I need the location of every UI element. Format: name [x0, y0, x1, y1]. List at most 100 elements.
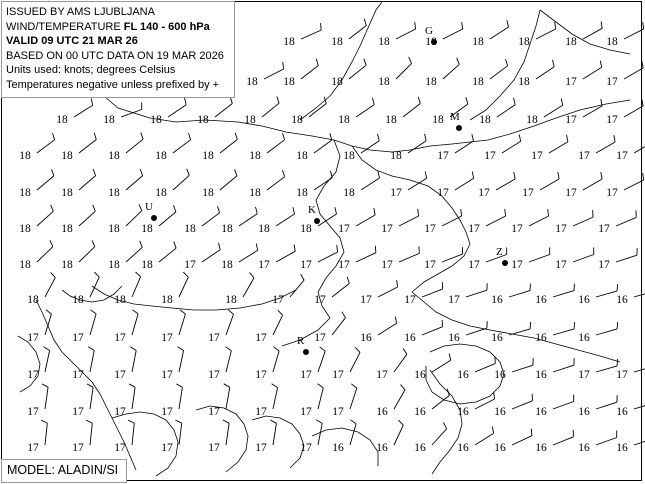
- barb-shaft: [623, 105, 644, 118]
- temperature-label: 18: [258, 223, 270, 235]
- barb-shaft: [348, 25, 367, 40]
- map-path-coast-inner: [91, 285, 297, 311]
- city-dot-icon: [502, 260, 508, 266]
- wind-barb: [595, 358, 619, 373]
- barb-half-feather: [350, 419, 357, 425]
- wind-barb: [349, 419, 357, 446]
- wind-barb: [36, 204, 54, 227]
- wind-barb: [511, 393, 533, 410]
- barb-half-feather: [374, 245, 377, 253]
- wind-barb: [474, 356, 496, 373]
- wind-barb: [89, 271, 100, 298]
- barb-shaft: [377, 286, 398, 298]
- wind-barb: [489, 58, 509, 80]
- barb-shaft: [548, 141, 569, 154]
- wind-barb: [219, 132, 238, 154]
- wind-barb: [501, 134, 522, 154]
- wind-barb: [177, 346, 185, 373]
- wind-barb: [78, 240, 96, 263]
- barb-shaft: [398, 215, 419, 227]
- temperature-label: 16: [535, 406, 547, 418]
- barb-half-feather: [424, 171, 428, 179]
- temperature-label: 18: [184, 223, 196, 235]
- barb-half-feather: [282, 169, 286, 177]
- barb-half-feather: [446, 388, 450, 396]
- barb-shaft: [595, 365, 618, 373]
- barb-shaft: [44, 313, 52, 336]
- wind-barb: [465, 283, 488, 298]
- barb-shaft: [89, 313, 97, 336]
- barb-half-feather: [372, 97, 375, 105]
- barb-half-feather: [600, 21, 603, 29]
- barb-shaft: [78, 139, 97, 154]
- temperature-label: 18: [291, 114, 303, 126]
- barb-shaft: [349, 352, 361, 373]
- temperature-label: 17: [381, 223, 393, 235]
- temperature-label: 17: [314, 294, 326, 306]
- temperature-label: 18: [390, 150, 402, 162]
- city-label: K: [308, 204, 316, 216]
- barb-shaft: [125, 138, 144, 154]
- wind-barb: [313, 170, 333, 191]
- barb-shaft: [125, 210, 143, 227]
- wind-barb: [219, 169, 238, 191]
- barb-half-feather: [373, 208, 376, 216]
- barb-shaft: [407, 177, 427, 191]
- barb-half-feather: [641, 61, 644, 69]
- barb-shaft: [552, 290, 575, 298]
- barb-half-feather: [329, 133, 333, 141]
- wind-barb: [348, 18, 367, 40]
- barb-half-feather: [396, 280, 399, 288]
- barb-shaft: [393, 389, 406, 410]
- map-path-istria: [111, 411, 179, 477]
- barb-half-feather: [234, 132, 238, 140]
- barb-shaft: [44, 423, 48, 446]
- temperature-label: 16: [360, 332, 372, 344]
- barb-half-feather: [132, 309, 139, 315]
- wind-barb: [201, 242, 221, 263]
- wind-barb: [449, 97, 469, 118]
- barb-half-feather: [592, 210, 594, 218]
- barb-shaft: [615, 254, 638, 263]
- temperature-label: 17: [424, 223, 436, 235]
- wind-barb: [355, 208, 376, 227]
- temperature-label: 18: [19, 223, 31, 235]
- barb-half-feather: [217, 205, 221, 213]
- wind-barb: [242, 272, 255, 298]
- temperature-label: 18: [61, 187, 73, 199]
- wind-barb: [317, 245, 339, 263]
- wind-barb: [158, 241, 177, 263]
- barb-half-feather: [300, 273, 305, 281]
- barb-shaft: [535, 28, 556, 40]
- barb-half-feather: [177, 346, 184, 351]
- barb-shaft: [89, 350, 95, 373]
- wind-barb: [172, 132, 192, 154]
- wind-barb: [441, 209, 463, 227]
- barb-shaft: [261, 102, 280, 118]
- barb-shaft: [225, 350, 232, 373]
- barb-half-feather: [85, 419, 93, 424]
- temperature-label: 17: [255, 332, 267, 344]
- temperature-label: 17: [616, 369, 628, 381]
- temperature-label: 17: [565, 76, 577, 88]
- barb-shaft: [552, 436, 574, 446]
- barb-half-feather: [229, 96, 233, 104]
- barb-shaft: [238, 213, 258, 227]
- wind-barb: [127, 419, 135, 446]
- wind-barb: [633, 146, 645, 154]
- barb-shaft: [317, 387, 324, 410]
- temperature-label: 18: [331, 36, 343, 48]
- barb-half-feather: [323, 96, 327, 104]
- barb-shaft: [300, 29, 322, 40]
- temperature-label: 16: [491, 332, 503, 344]
- temperature-label: 17: [390, 187, 402, 199]
- temperature-label: 16: [457, 369, 469, 381]
- wind-barb: [552, 429, 574, 446]
- wind-barb: [131, 309, 139, 336]
- barb-half-feather: [293, 244, 296, 252]
- barb-half-feather: [408, 56, 413, 64]
- header-flight-level: FL 140 - 600 hPa: [123, 20, 210, 33]
- map-path-croatia-border: [411, 291, 621, 363]
- barb-half-feather: [49, 240, 54, 247]
- barb-shaft: [317, 423, 323, 446]
